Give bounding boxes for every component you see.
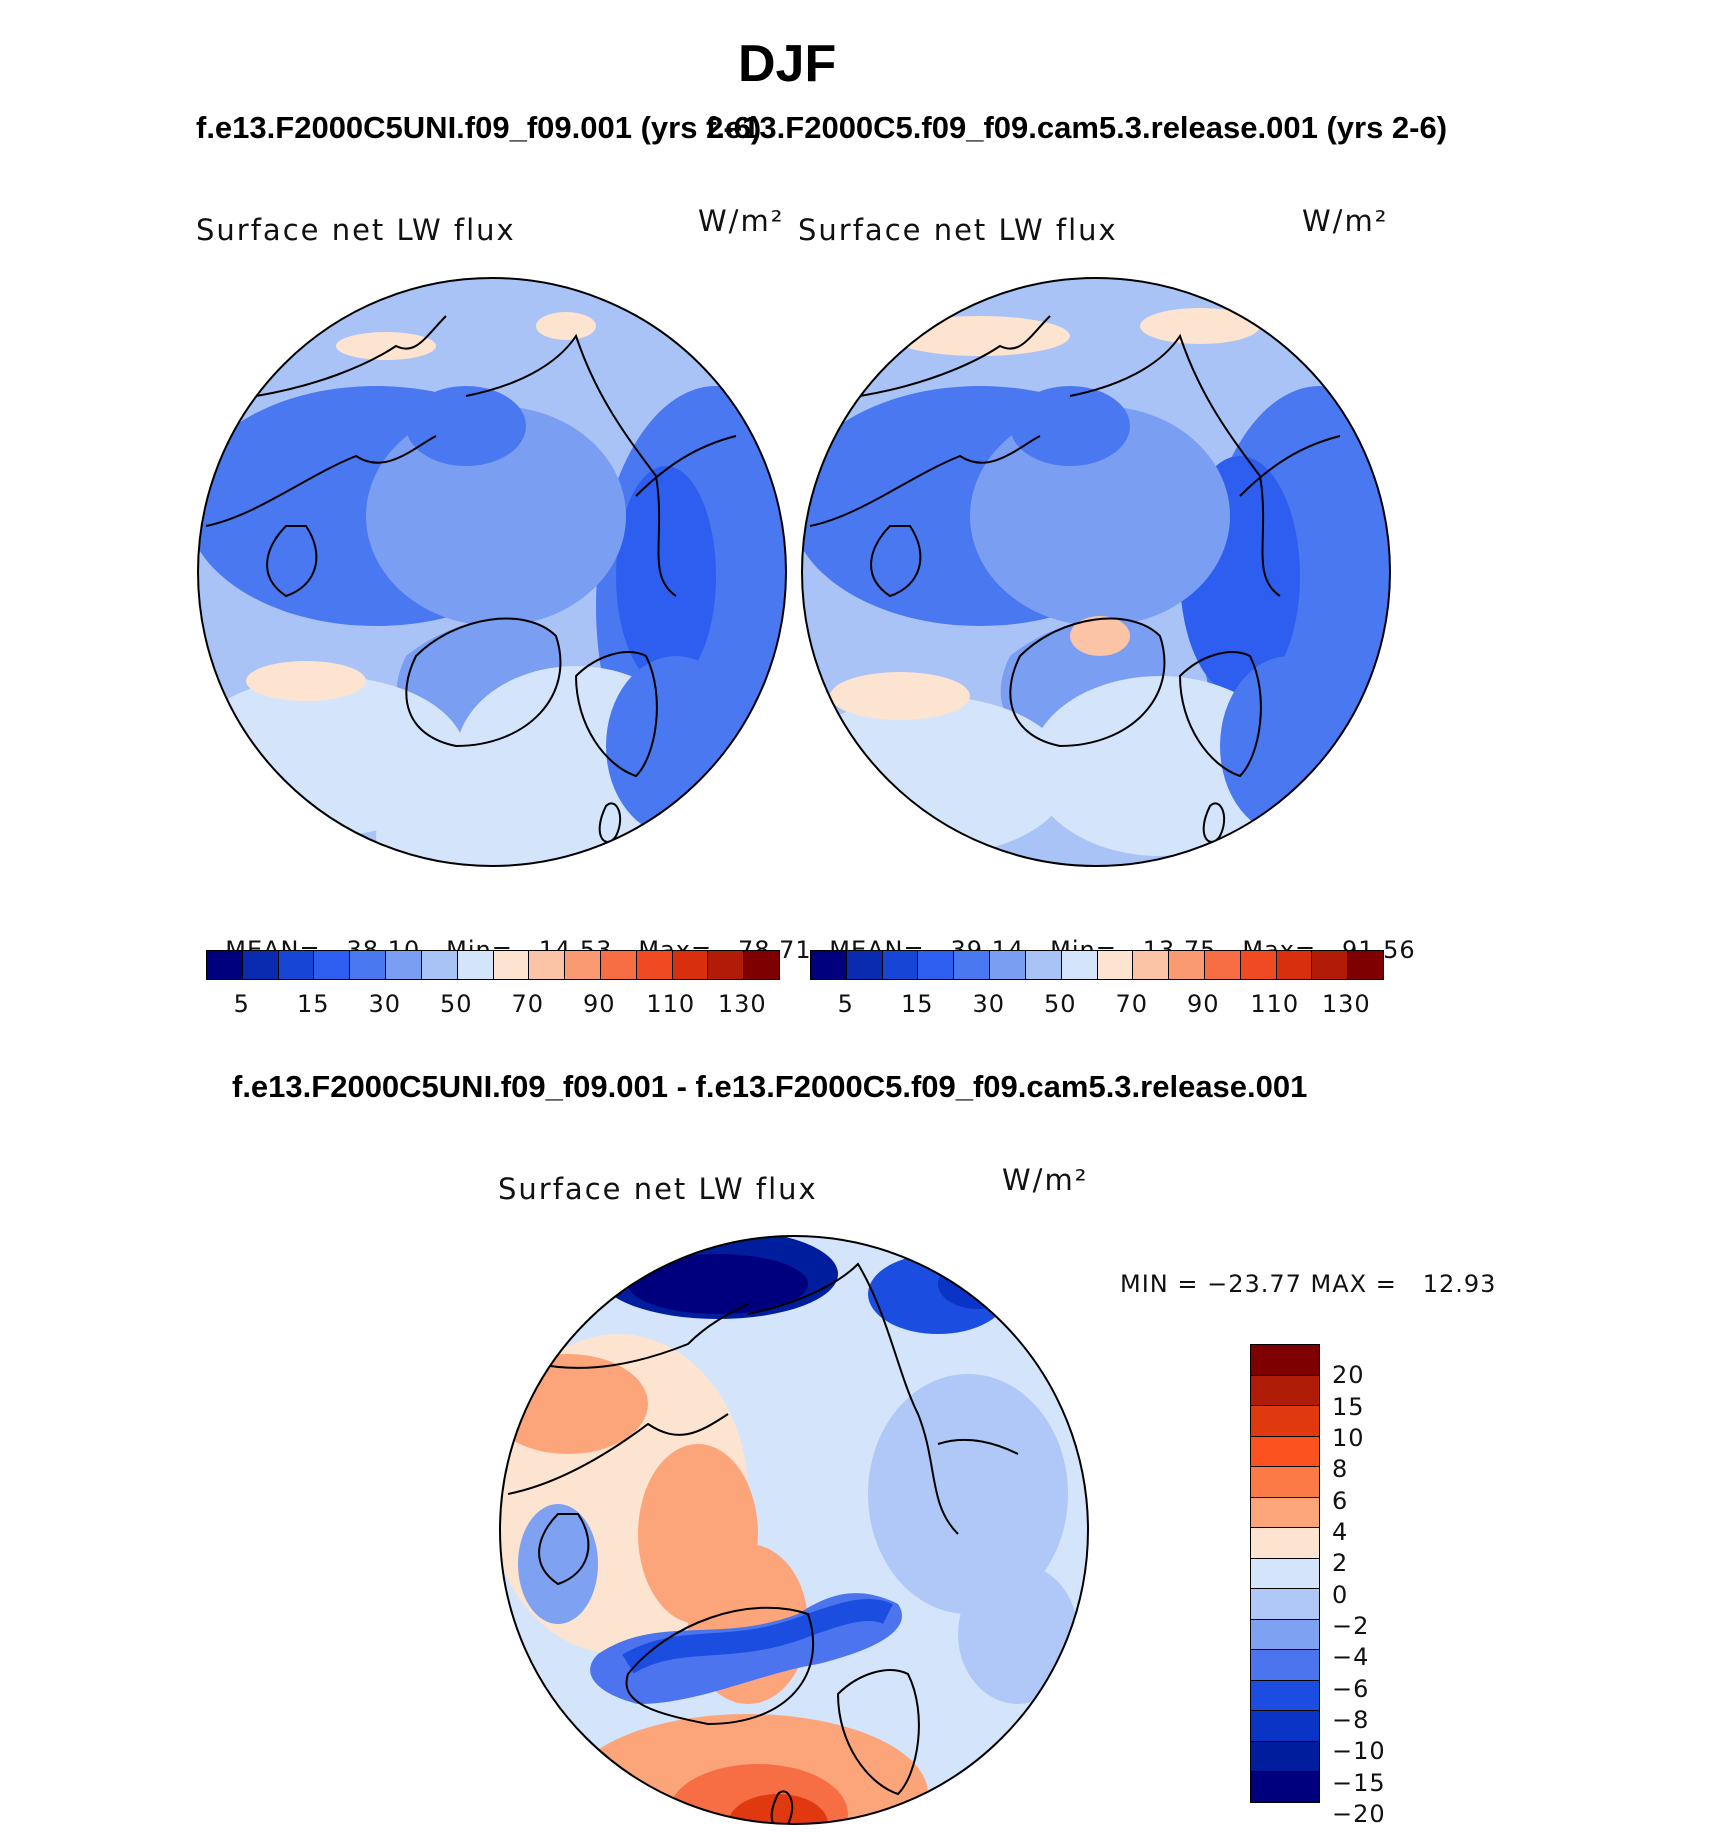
colorbar-tick-label: 110 xyxy=(1250,990,1300,1018)
panel-2-colorbar-ticks: 5 15 30 50 70 90 110 130 xyxy=(810,990,1382,1020)
colorbar-tick-label: −15 xyxy=(1332,1768,1386,1797)
panel-1-colorbar-ticks: 5 15 30 50 70 90 110 130 xyxy=(206,990,778,1020)
colorbar-tick-label: −8 xyxy=(1332,1706,1370,1734)
colorbar-swatch xyxy=(314,951,351,979)
colorbar-tick-label: −2 xyxy=(1332,1612,1370,1640)
colorbar-tick-label: 30 xyxy=(972,990,1006,1018)
colorbar-swatch xyxy=(1251,1680,1319,1711)
diff-polar-map xyxy=(499,1235,1089,1825)
colorbar-tick-label: 130 xyxy=(717,990,767,1018)
colorbar-swatch xyxy=(457,951,494,979)
colorbar-swatch xyxy=(242,951,279,979)
colorbar-swatch xyxy=(493,951,530,979)
colorbar-swatch xyxy=(1348,951,1383,979)
colorbar-swatch xyxy=(846,951,883,979)
colorbar-tick-label: 15 xyxy=(1332,1392,1365,1421)
colorbar-swatch xyxy=(708,951,745,979)
colorbar-swatch xyxy=(990,951,1026,979)
colorbar-swatch xyxy=(600,951,637,979)
colorbar-tick-label: 6 xyxy=(1332,1486,1349,1515)
colorbar-swatch xyxy=(207,951,243,979)
colorbar-swatch xyxy=(1097,951,1134,979)
panel-1-variable-label: Surface net LW flux xyxy=(196,213,516,247)
main-title: DJF xyxy=(738,35,837,93)
colorbar-swatch xyxy=(421,951,458,979)
colorbar-tick-label: 110 xyxy=(646,990,696,1018)
panel-2-variable-label: Surface net LW flux xyxy=(798,213,1118,247)
colorbar-swatch xyxy=(1251,1467,1319,1498)
colorbar-tick-label: 30 xyxy=(368,990,402,1018)
colorbar-tick-label: 15 xyxy=(296,990,330,1018)
panel-1-colorbar xyxy=(206,950,780,980)
coastlines xyxy=(205,315,737,843)
colorbar-swatch xyxy=(1251,1345,1319,1376)
diff-min-max: MIN = −23.77 MAX = 12.93 xyxy=(1120,1270,1497,1298)
colorbar-tick-label: −20 xyxy=(1332,1800,1386,1828)
colorbar-tick-label: 90 xyxy=(582,990,616,1018)
colorbar-swatch xyxy=(1251,1650,1319,1681)
colorbar-tick-label: 2 xyxy=(1332,1549,1349,1578)
colorbar-tick-label: 5 xyxy=(837,990,854,1018)
colorbar-tick-label: 10 xyxy=(1332,1424,1365,1452)
colorbar-swatch xyxy=(882,951,919,979)
colorbar-swatch xyxy=(565,951,601,979)
colorbar-tick-label: 5 xyxy=(233,990,250,1018)
panel-1-case-title: f.e13.F2000C5UNI.f09_f09.001 (yrs 2-6) xyxy=(196,110,762,145)
diff-colorbar-ticks: 20 15 10 8 6 4 2 0 −2 −4 −6 −8 −10 −15 −20 xyxy=(1332,1344,1452,1828)
panel-2-case-title: f.e13.F2000C5.f09_f09.cam5.3.release.001… xyxy=(706,110,1448,145)
diff-colorbar xyxy=(1250,1344,1320,1803)
colorbar-swatch xyxy=(1204,951,1241,979)
colorbar-swatch xyxy=(1251,1619,1319,1650)
colorbar-swatch xyxy=(1312,951,1349,979)
colorbar-tick-label: 4 xyxy=(1332,1518,1349,1546)
colorbar-tick-label: −4 xyxy=(1332,1643,1370,1672)
diff-variable-label: Surface net LW flux xyxy=(498,1172,818,1206)
colorbar-swatch xyxy=(1251,1497,1319,1528)
colorbar-swatch xyxy=(278,951,315,979)
colorbar-tick-label: 8 xyxy=(1332,1455,1349,1484)
panel-2-units-label: W/m² xyxy=(1302,204,1389,238)
colorbar-tick-label: −10 xyxy=(1332,1737,1386,1766)
panel-2-polar-map xyxy=(801,277,1391,867)
colorbar-swatch xyxy=(1240,951,1277,979)
colorbar-swatch xyxy=(672,951,709,979)
colorbar-swatch xyxy=(1251,1375,1319,1406)
colorbar-swatch xyxy=(350,951,387,979)
diff-case-title: f.e13.F2000C5UNI.f09_f09.001 - f.e13.F20… xyxy=(232,1069,1308,1104)
colorbar-swatch xyxy=(1133,951,1170,979)
colorbar-tick-label: 50 xyxy=(1043,990,1077,1018)
colorbar-swatch xyxy=(1025,951,1062,979)
colorbar-swatch xyxy=(1276,951,1313,979)
colorbar-swatch xyxy=(1251,1406,1319,1437)
colorbar-swatch xyxy=(1251,1741,1319,1772)
colorbar-swatch xyxy=(1251,1589,1319,1620)
colorbar-tick-label: 90 xyxy=(1186,990,1220,1018)
colorbar-swatch xyxy=(1251,1436,1319,1467)
panel-2-colorbar xyxy=(810,950,1384,980)
panel-1-polar-map xyxy=(197,277,787,867)
colorbar-swatch xyxy=(529,951,566,979)
colorbar-tick-label: 50 xyxy=(439,990,473,1018)
colorbar-swatch xyxy=(1251,1772,1319,1802)
colorbar-swatch xyxy=(918,951,955,979)
colorbar-swatch xyxy=(954,951,991,979)
panel-1-units-label: W/m² xyxy=(698,204,785,238)
colorbar-swatch xyxy=(1061,951,1098,979)
colorbar-tick-label: 20 xyxy=(1332,1361,1365,1390)
colorbar-swatch xyxy=(1251,1558,1319,1589)
colorbar-tick-label: −6 xyxy=(1332,1674,1370,1703)
colorbar-tick-label: 70 xyxy=(511,990,545,1018)
colorbar-swatch xyxy=(1169,951,1205,979)
colorbar-tick-label: 130 xyxy=(1321,990,1371,1018)
colorbar-swatch xyxy=(386,951,422,979)
diff-units-label: W/m² xyxy=(1002,1163,1089,1197)
colorbar-swatch xyxy=(744,951,779,979)
colorbar-swatch xyxy=(811,951,847,979)
colorbar-swatch xyxy=(1251,1711,1319,1742)
colorbar-swatch xyxy=(1251,1528,1319,1559)
colorbar-swatch xyxy=(636,951,673,979)
colorbar-tick-label: 15 xyxy=(900,990,934,1018)
colorbar-tick-label: 70 xyxy=(1115,990,1149,1018)
colorbar-tick-label: 0 xyxy=(1332,1580,1349,1609)
